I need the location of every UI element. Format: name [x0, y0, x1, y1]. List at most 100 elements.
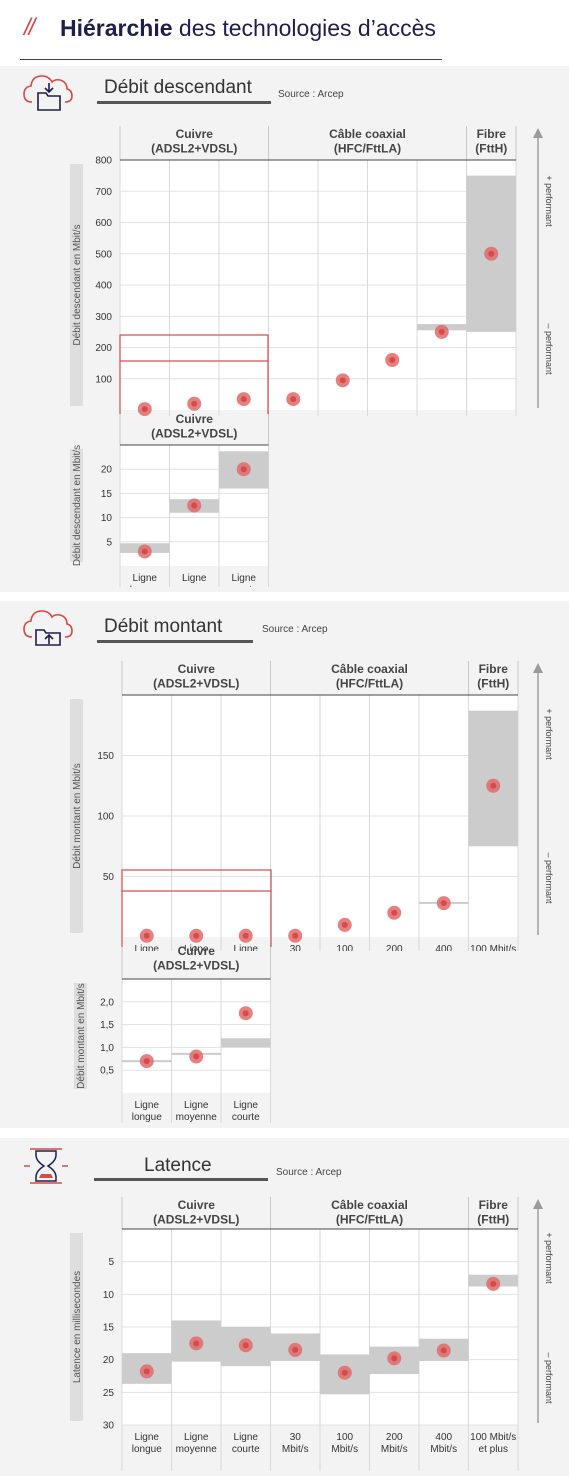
section-debit-montant: Débit montant Source : Arcep 50 100 150 Cui…	[0, 601, 569, 1128]
section-latence: Latence Source : Arcep 5 10 15 20 25 30 Cuivre…	[0, 1138, 569, 1476]
title-rule	[20, 59, 442, 60]
y-label-bar	[70, 164, 83, 406]
data-point-core	[143, 1058, 150, 1065]
section-source: Source : Arcep	[276, 1167, 342, 1178]
cloud-download-folder-icon	[22, 71, 74, 116]
y-tick-label: 100	[97, 812, 114, 823]
group-label: Fibre (FttH)	[475, 127, 507, 155]
data-point-core	[191, 400, 198, 407]
perf-minus-label: – performant	[544, 1352, 554, 1404]
y-tick-label: 30	[103, 1421, 115, 1432]
y-tick-label: 1,5	[100, 1020, 114, 1031]
perf-minus-label: – performant	[544, 852, 554, 904]
y-tick-label: 600	[95, 218, 112, 229]
range-band	[468, 710, 518, 847]
group-label: Fibre (FttH)	[477, 1198, 509, 1226]
page-title-bold: Hiérarchie	[60, 15, 173, 41]
data-point-core	[242, 1342, 249, 1349]
perf-arrow-head	[533, 1199, 543, 1209]
data-point-core	[391, 1355, 398, 1362]
page-header: // Hiérarchie des technologies d’accès	[0, 0, 569, 62]
group-label: Cuivre (ADSL2+VDSL)	[153, 944, 239, 972]
y-tick-label: 2,0	[100, 997, 114, 1008]
x-tick-label: 100 Mbit/set plus	[470, 944, 516, 951]
group-label: Cuivre (ADSL2+VDSL)	[151, 127, 237, 155]
perf-arrow-head	[533, 128, 543, 138]
data-point-core	[242, 932, 249, 939]
y-axis-label: Débit montant en Mbit/s	[72, 763, 83, 869]
y-tick-label: 20	[103, 1355, 115, 1366]
perf-arrow-head	[533, 663, 543, 673]
section-title: Débit montant	[104, 616, 223, 637]
section-title-bar	[97, 640, 253, 643]
y-tick-label: 400	[95, 281, 112, 292]
data-point-core	[292, 1346, 299, 1353]
data-point-core	[341, 921, 348, 928]
y-label-bar	[74, 983, 87, 1089]
section-debit-descendant: Débit descendant Source : Arcep 100 200 30…	[0, 66, 569, 592]
chart-debit-descendant: 100 200 300 400 500 600 700 800 Cuivre (ADSL2+VDS…	[70, 126, 554, 416]
data-point-core	[193, 1053, 200, 1060]
data-point-core	[240, 466, 247, 473]
y-tick-label: 100	[95, 374, 112, 385]
y-tick-label: 1,0	[100, 1043, 114, 1054]
section-title: Débit descendant	[104, 77, 252, 98]
perf-plus-label: + performant	[544, 708, 554, 760]
section-source: Source : Arcep	[262, 624, 328, 635]
y-label-bar	[70, 1233, 83, 1421]
data-point-core	[191, 502, 198, 509]
y-tick-label: 10	[101, 513, 113, 524]
y-tick-label: 700	[95, 187, 112, 198]
y-tick-label: 15	[103, 1323, 115, 1334]
data-point-core	[438, 328, 445, 335]
group-label: Cuivre (ADSL2+VDSL)	[153, 1198, 239, 1226]
data-point-core	[490, 1280, 497, 1287]
group-label: Cuivre (ADSL2+VDSL)	[151, 412, 237, 440]
y-tick-label: 500	[95, 249, 112, 260]
y-tick-label: 0,5	[100, 1066, 114, 1077]
section-title: Latence	[144, 1155, 212, 1176]
data-point-core	[339, 377, 346, 384]
y-label-bar	[70, 699, 83, 933]
data-point-core	[242, 1010, 249, 1017]
group-label: Cuivre (ADSL2+VDSL)	[153, 662, 239, 690]
y-tick-label: 10	[103, 1290, 115, 1301]
data-point-core	[193, 1340, 200, 1347]
y-axis-label: Débit descendant en Mbit/s	[72, 445, 83, 566]
data-point-core	[389, 357, 396, 363]
y-tick-label: 300	[95, 312, 112, 323]
data-point-core	[141, 548, 148, 555]
group-label: Câble coaxial (HFC/FttLA)	[331, 662, 408, 690]
range-band	[221, 1038, 271, 1048]
y-tick-label: 15	[101, 489, 113, 500]
y-axis-label: Latence en millisecondes	[72, 1271, 83, 1383]
y-tick-label: 800	[95, 156, 112, 167]
data-point-core	[141, 406, 148, 413]
y-tick-label: 150	[97, 751, 114, 762]
chart-latence: 5 10 15 20 25 30 Cuivre (ADSL2+VDSL) Câble coaxi…	[70, 1197, 554, 1471]
data-point-core	[240, 396, 247, 403]
perf-plus-label: + performant	[544, 1232, 554, 1284]
data-point-core	[440, 1347, 447, 1354]
data-point-core	[391, 909, 398, 916]
data-point-core	[292, 932, 299, 939]
data-point-core	[440, 900, 447, 907]
